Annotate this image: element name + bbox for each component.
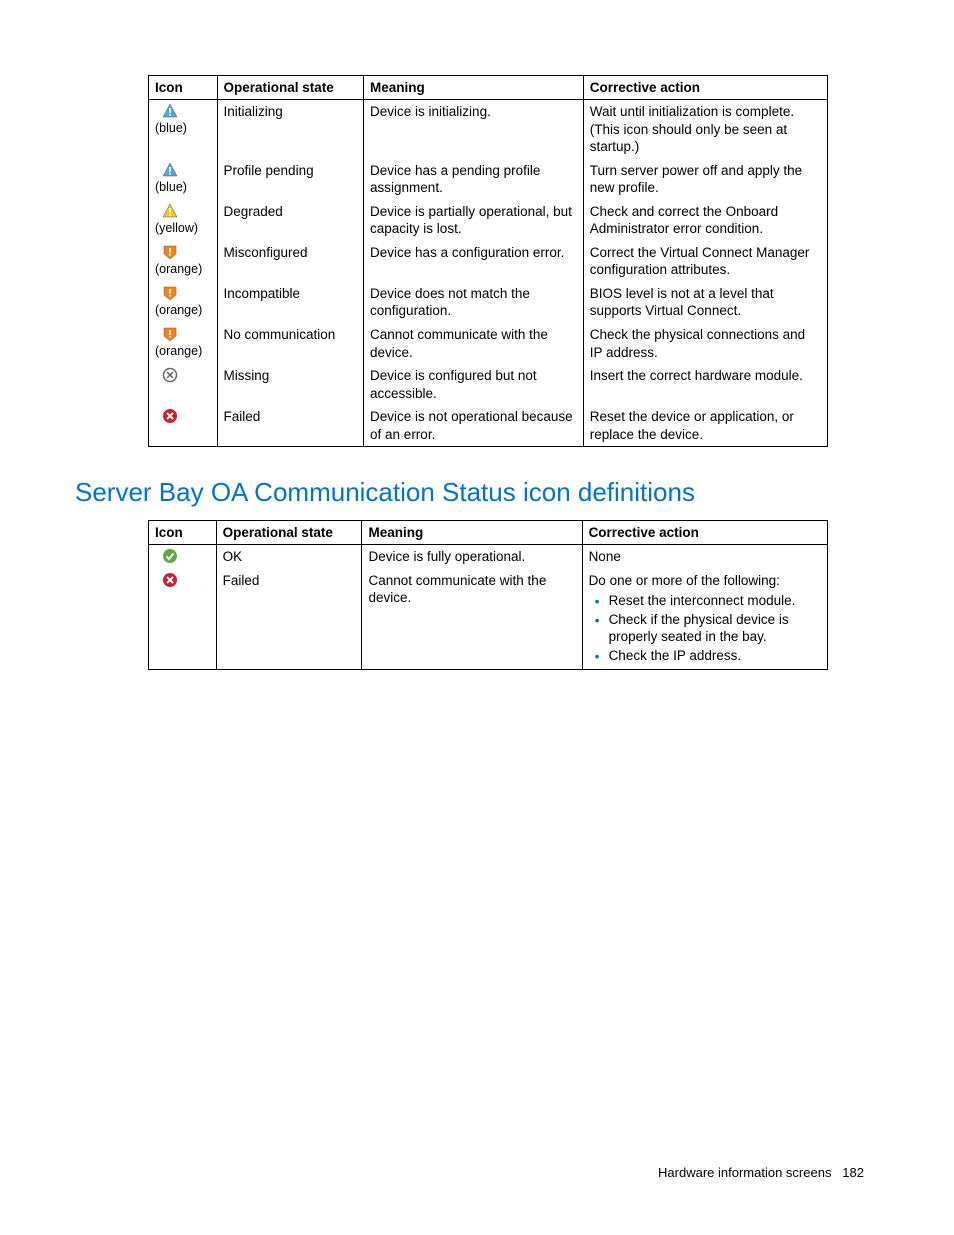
circle-x-red-icon [162, 408, 178, 424]
meaning-cell: Cannot communicate with the device. [364, 323, 584, 364]
table-row: (blue) Profile pendingDevice has a pendin… [149, 159, 828, 200]
meaning-cell: Device is partially operational, but cap… [364, 200, 584, 241]
action-cell: None [582, 545, 827, 569]
action-cell: Turn server power off and apply the new … [583, 159, 827, 200]
th-action: Corrective action [583, 76, 827, 100]
icon-cell: (orange) [149, 282, 218, 323]
page-footer: Hardware information screens 182 [658, 1165, 864, 1180]
meaning-cell: Device is configured but not accessible. [364, 364, 584, 405]
meaning-cell: Cannot communicate with the device. [362, 569, 582, 669]
icon-color-label: (orange) [155, 261, 211, 277]
action-cell: Check and correct the Onboard Administra… [583, 200, 827, 241]
circle-check-green-icon [162, 548, 178, 564]
table-row: OKDevice is fully operational.None [149, 545, 828, 569]
action-cell: Correct the Virtual Connect Manager conf… [583, 241, 827, 282]
th-meaning: Meaning [364, 76, 584, 100]
state-cell: No communication [217, 323, 364, 364]
icon-color-label: (blue) [155, 179, 211, 195]
state-cell: Failed [217, 405, 364, 447]
action-cell: Check the physical connections and IP ad… [583, 323, 827, 364]
action-list-item: Check if the physical device is properly… [609, 611, 821, 646]
table-header-row: Icon Operational state Meaning Correctiv… [149, 76, 828, 100]
state-cell: Misconfigured [217, 241, 364, 282]
th-state: Operational state [217, 76, 364, 100]
table-row: (blue) InitializingDevice is initializing… [149, 100, 828, 159]
triangle-blue-icon [162, 103, 178, 119]
icon-cell: (orange) [149, 241, 218, 282]
th-action: Corrective action [582, 521, 827, 545]
footer-text: Hardware information screens [658, 1165, 831, 1180]
table-row: FailedCannot communicate with the device… [149, 569, 828, 669]
action-list: Reset the interconnect module.Check if t… [589, 592, 821, 664]
icon-cell: (blue) [149, 159, 218, 200]
icon-cell [149, 545, 217, 569]
circle-x-red-icon [162, 572, 178, 588]
triangle-yellow-icon [162, 203, 178, 219]
table-row: MissingDevice is configured but not acce… [149, 364, 828, 405]
meaning-cell: Device is not operational because of an … [364, 405, 584, 447]
icon-cell [149, 405, 218, 447]
th-meaning: Meaning [362, 521, 582, 545]
meaning-cell: Device has a pending profile assignment. [364, 159, 584, 200]
action-list-item: Reset the interconnect module. [609, 592, 821, 610]
table-row: (orange) MisconfiguredDevice has a config… [149, 241, 828, 282]
meaning-cell: Device is initializing. [364, 100, 584, 159]
section-heading: Server Bay OA Communication Status icon … [75, 477, 879, 508]
state-cell: Incompatible [217, 282, 364, 323]
meaning-cell: Device has a configuration error. [364, 241, 584, 282]
status-table-2: Icon Operational state Meaning Correctiv… [148, 520, 828, 669]
circle-x-grey-icon [162, 367, 178, 383]
meaning-cell: Device does not match the configuration. [364, 282, 584, 323]
table-header-row: Icon Operational state Meaning Correctiv… [149, 521, 828, 545]
action-cell: Reset the device or application, or repl… [583, 405, 827, 447]
th-state: Operational state [216, 521, 362, 545]
state-cell: OK [216, 545, 362, 569]
icon-cell [149, 364, 218, 405]
action-cell: BIOS level is not at a level that suppor… [583, 282, 827, 323]
action-intro: Do one or more of the following: [589, 572, 821, 590]
icon-color-label: (blue) [155, 120, 211, 136]
table-row: (orange) No communicationCannot communica… [149, 323, 828, 364]
state-cell: Profile pending [217, 159, 364, 200]
icon-cell: (yellow) [149, 200, 218, 241]
action-cell: Insert the correct hardware module. [583, 364, 827, 405]
table-row: (orange) IncompatibleDevice does not matc… [149, 282, 828, 323]
meaning-cell: Device is fully operational. [362, 545, 582, 569]
shield-orange-icon [162, 244, 178, 260]
icon-cell: (blue) [149, 100, 218, 159]
icon-cell: (orange) [149, 323, 218, 364]
state-cell: Missing [217, 364, 364, 405]
shield-orange-icon [162, 285, 178, 301]
footer-page: 182 [842, 1165, 864, 1180]
icon-color-label: (yellow) [155, 220, 211, 236]
action-cell: Wait until initialization is complete. (… [583, 100, 827, 159]
state-cell: Degraded [217, 200, 364, 241]
status-table-1: Icon Operational state Meaning Correctiv… [148, 75, 828, 447]
action-list-item: Check the IP address. [609, 647, 821, 665]
triangle-blue-icon [162, 162, 178, 178]
icon-cell [149, 569, 217, 669]
th-icon: Icon [149, 76, 218, 100]
state-cell: Failed [216, 569, 362, 669]
action-cell: Do one or more of the following: Reset th… [582, 569, 827, 669]
icon-color-label: (orange) [155, 302, 211, 318]
table-row: (yellow) DegradedDevice is partially oper… [149, 200, 828, 241]
state-cell: Initializing [217, 100, 364, 159]
th-icon: Icon [149, 521, 217, 545]
table-row: FailedDevice is not operational because … [149, 405, 828, 447]
shield-orange-icon [162, 326, 178, 342]
icon-color-label: (orange) [155, 343, 211, 359]
